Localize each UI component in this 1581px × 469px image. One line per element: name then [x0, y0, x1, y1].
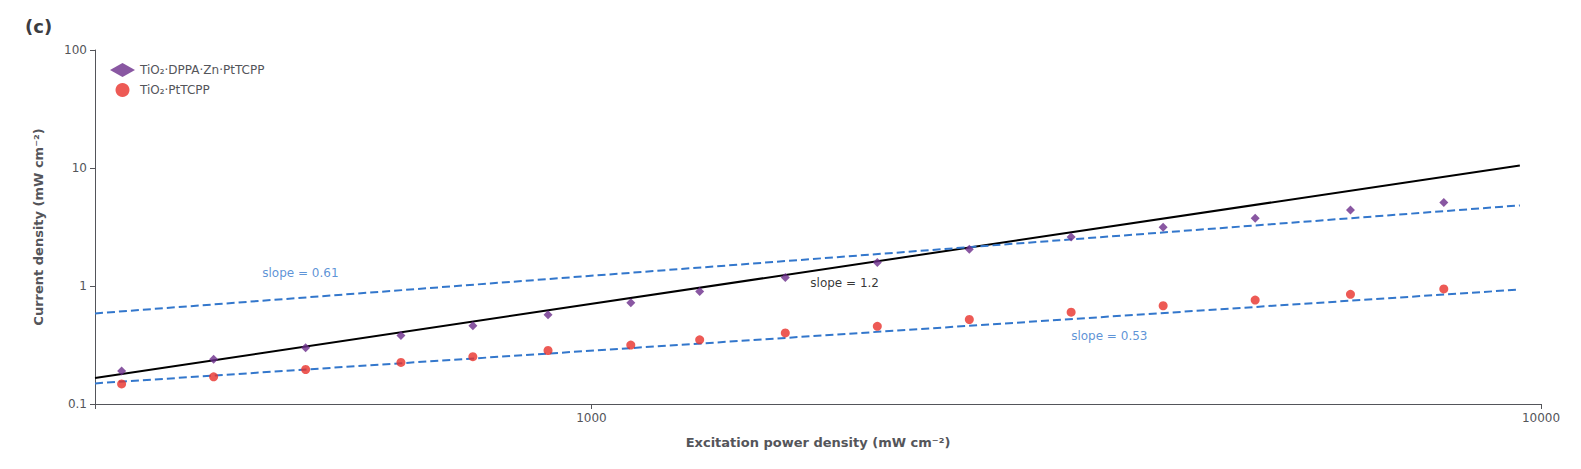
- svg-text:1000: 1000: [576, 411, 607, 425]
- svg-text:1: 1: [79, 279, 87, 293]
- svg-text:Excitation power density (mW c: Excitation power density (mW cm⁻²): [686, 435, 951, 450]
- svg-text:slope = 0.61: slope = 0.61: [262, 266, 338, 280]
- svg-text:TiO₂·DPPA·Zn·PtTCPP: TiO₂·DPPA·Zn·PtTCPP: [139, 63, 264, 77]
- svg-text:slope = 1.2: slope = 1.2: [810, 276, 879, 290]
- svg-text:10: 10: [72, 161, 87, 175]
- svg-text:0.1: 0.1: [68, 397, 87, 411]
- svg-text:(c): (c): [25, 16, 52, 37]
- svg-text:Current density (mW cm⁻²): Current density (mW cm⁻²): [31, 128, 46, 325]
- svg-text:100: 100: [64, 43, 87, 57]
- svg-text:10000: 10000: [1522, 411, 1560, 425]
- svg-text:TiO₂·PtTCPP: TiO₂·PtTCPP: [139, 83, 210, 97]
- svg-text:slope = 0.53: slope = 0.53: [1071, 329, 1147, 343]
